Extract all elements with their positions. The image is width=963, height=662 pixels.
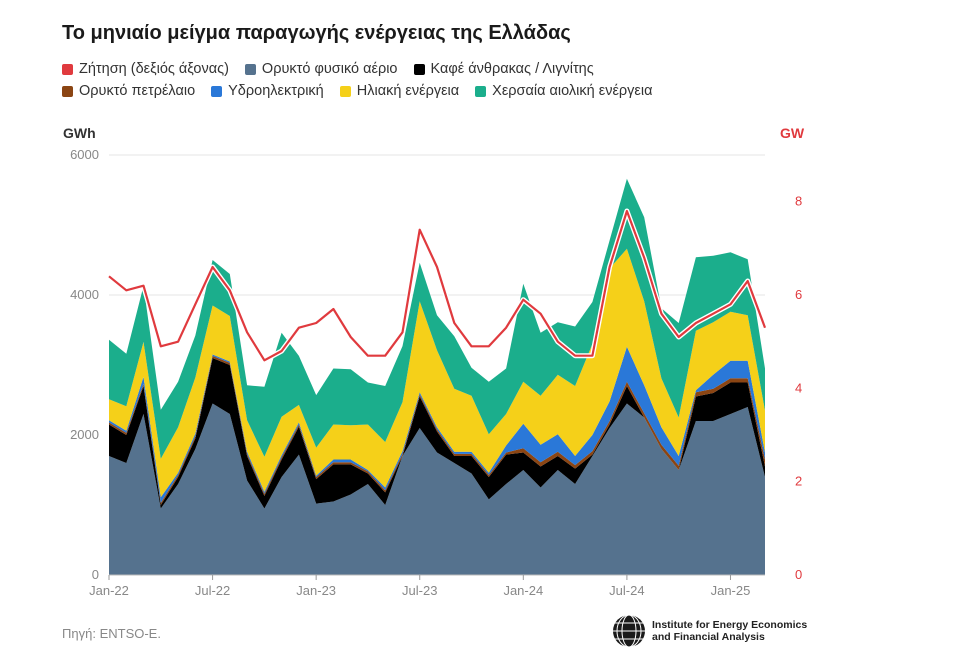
legend-label-lignite: Καφέ άνθρακας / Λιγνίτης [430, 61, 594, 77]
legend-label-gas: Ορυκτό φυσικό αέριο [261, 61, 398, 77]
y-right-tick-6: 6 [795, 287, 802, 302]
legend-item-demand: Ζήτηση (δεξιός άξονας) [62, 61, 229, 77]
y-left-tick-6000: 6000 [70, 147, 99, 162]
legend-item-wind: Χερσαία αιολική ενέργεια [475, 83, 652, 99]
legend-item-gas: Ορυκτό φυσικό αέριο [244, 61, 398, 77]
legend-item-oil: Ορυκτό πετρέλαιο [62, 83, 195, 99]
area-series-1 [109, 358, 765, 509]
y-left-tick-0: 0 [92, 567, 99, 582]
area-series-2 [109, 355, 765, 505]
legend-label-wind: Χερσαία αιολική ενέργεια [492, 83, 653, 99]
logo-text: Institute for Energy Economics and Finan… [652, 619, 807, 643]
x-tick-3: Jul-23 [402, 583, 437, 598]
y-left-tick-4000: 4000 [70, 287, 99, 302]
legend-item-lignite: Καφέ άνθρακας / Λιγνίτης [413, 61, 594, 77]
logo-text-line1: Institute for Energy Economics [652, 619, 808, 631]
legend-swatch-demand [62, 63, 73, 75]
legend-label-hydro: Υδροηλεκτρική [228, 83, 324, 99]
ieefa-logo: Institute for Energy Economics and Finan… [612, 614, 807, 648]
legend-swatch-gas [244, 63, 256, 75]
globe-icon [613, 614, 645, 648]
x-tick-1: Jul-22 [195, 583, 230, 598]
x-tick-5: Jul-24 [609, 583, 644, 598]
y-left-tick-2000: 2000 [70, 427, 99, 442]
area-series-5 [109, 178, 765, 459]
right-axis-unit: GW [780, 125, 805, 141]
legend-label-solar: Ηλιακή ενέργεια [356, 83, 460, 99]
chart-title: Το μηνιαίο μείγμα παραγωγής ενέργειας τη… [62, 22, 571, 44]
demand-line [108, 209, 767, 362]
legend-label-oil: Ορυκτό πετρέλαιο [79, 83, 196, 99]
legend-swatch-wind [475, 85, 487, 97]
legend-swatch-hydro [211, 85, 223, 97]
y-right-tick-2: 2 [795, 474, 802, 489]
legend-item-solar: Ηλιακή ενέργεια [339, 83, 460, 99]
logo-text-line2: and Financial Analysis [652, 631, 765, 643]
y-right-tick-8: 8 [795, 194, 802, 209]
legend-item-hydro: Υδροηλεκτρική [211, 83, 324, 99]
y-right-tick-0: 0 [795, 567, 802, 582]
x-tick-4: Jan-24 [503, 583, 543, 598]
x-tick-6: Jan-25 [711, 583, 751, 598]
legend-row-1: Ζήτηση (δεξιός άξονας) Ορυκτό φυσικό αέρ… [62, 61, 822, 77]
left-axis-unit: GWh [63, 125, 96, 141]
x-tick-0: Jan-22 [89, 583, 129, 598]
legend-swatch-lignite [413, 63, 425, 75]
legend-swatch-oil [62, 85, 73, 97]
legend-row-2: Ορυκτό πετρέλαιο Υδροηλεκτρική Ηλιακή εν… [62, 83, 822, 99]
x-tick-2: Jan-23 [296, 583, 336, 598]
y-right-tick-4: 4 [795, 380, 802, 395]
source-note: Πηγή: ENTSO-E. [62, 626, 161, 641]
legend-swatch-solar [339, 85, 351, 97]
area-series-0 [109, 403, 765, 575]
legend-label-demand: Ζήτηση (δεξιός άξονας) [79, 61, 229, 77]
legend: Ζήτηση (δεξιός άξονας) Ορυκτό φυσικό αέρ… [62, 61, 822, 105]
